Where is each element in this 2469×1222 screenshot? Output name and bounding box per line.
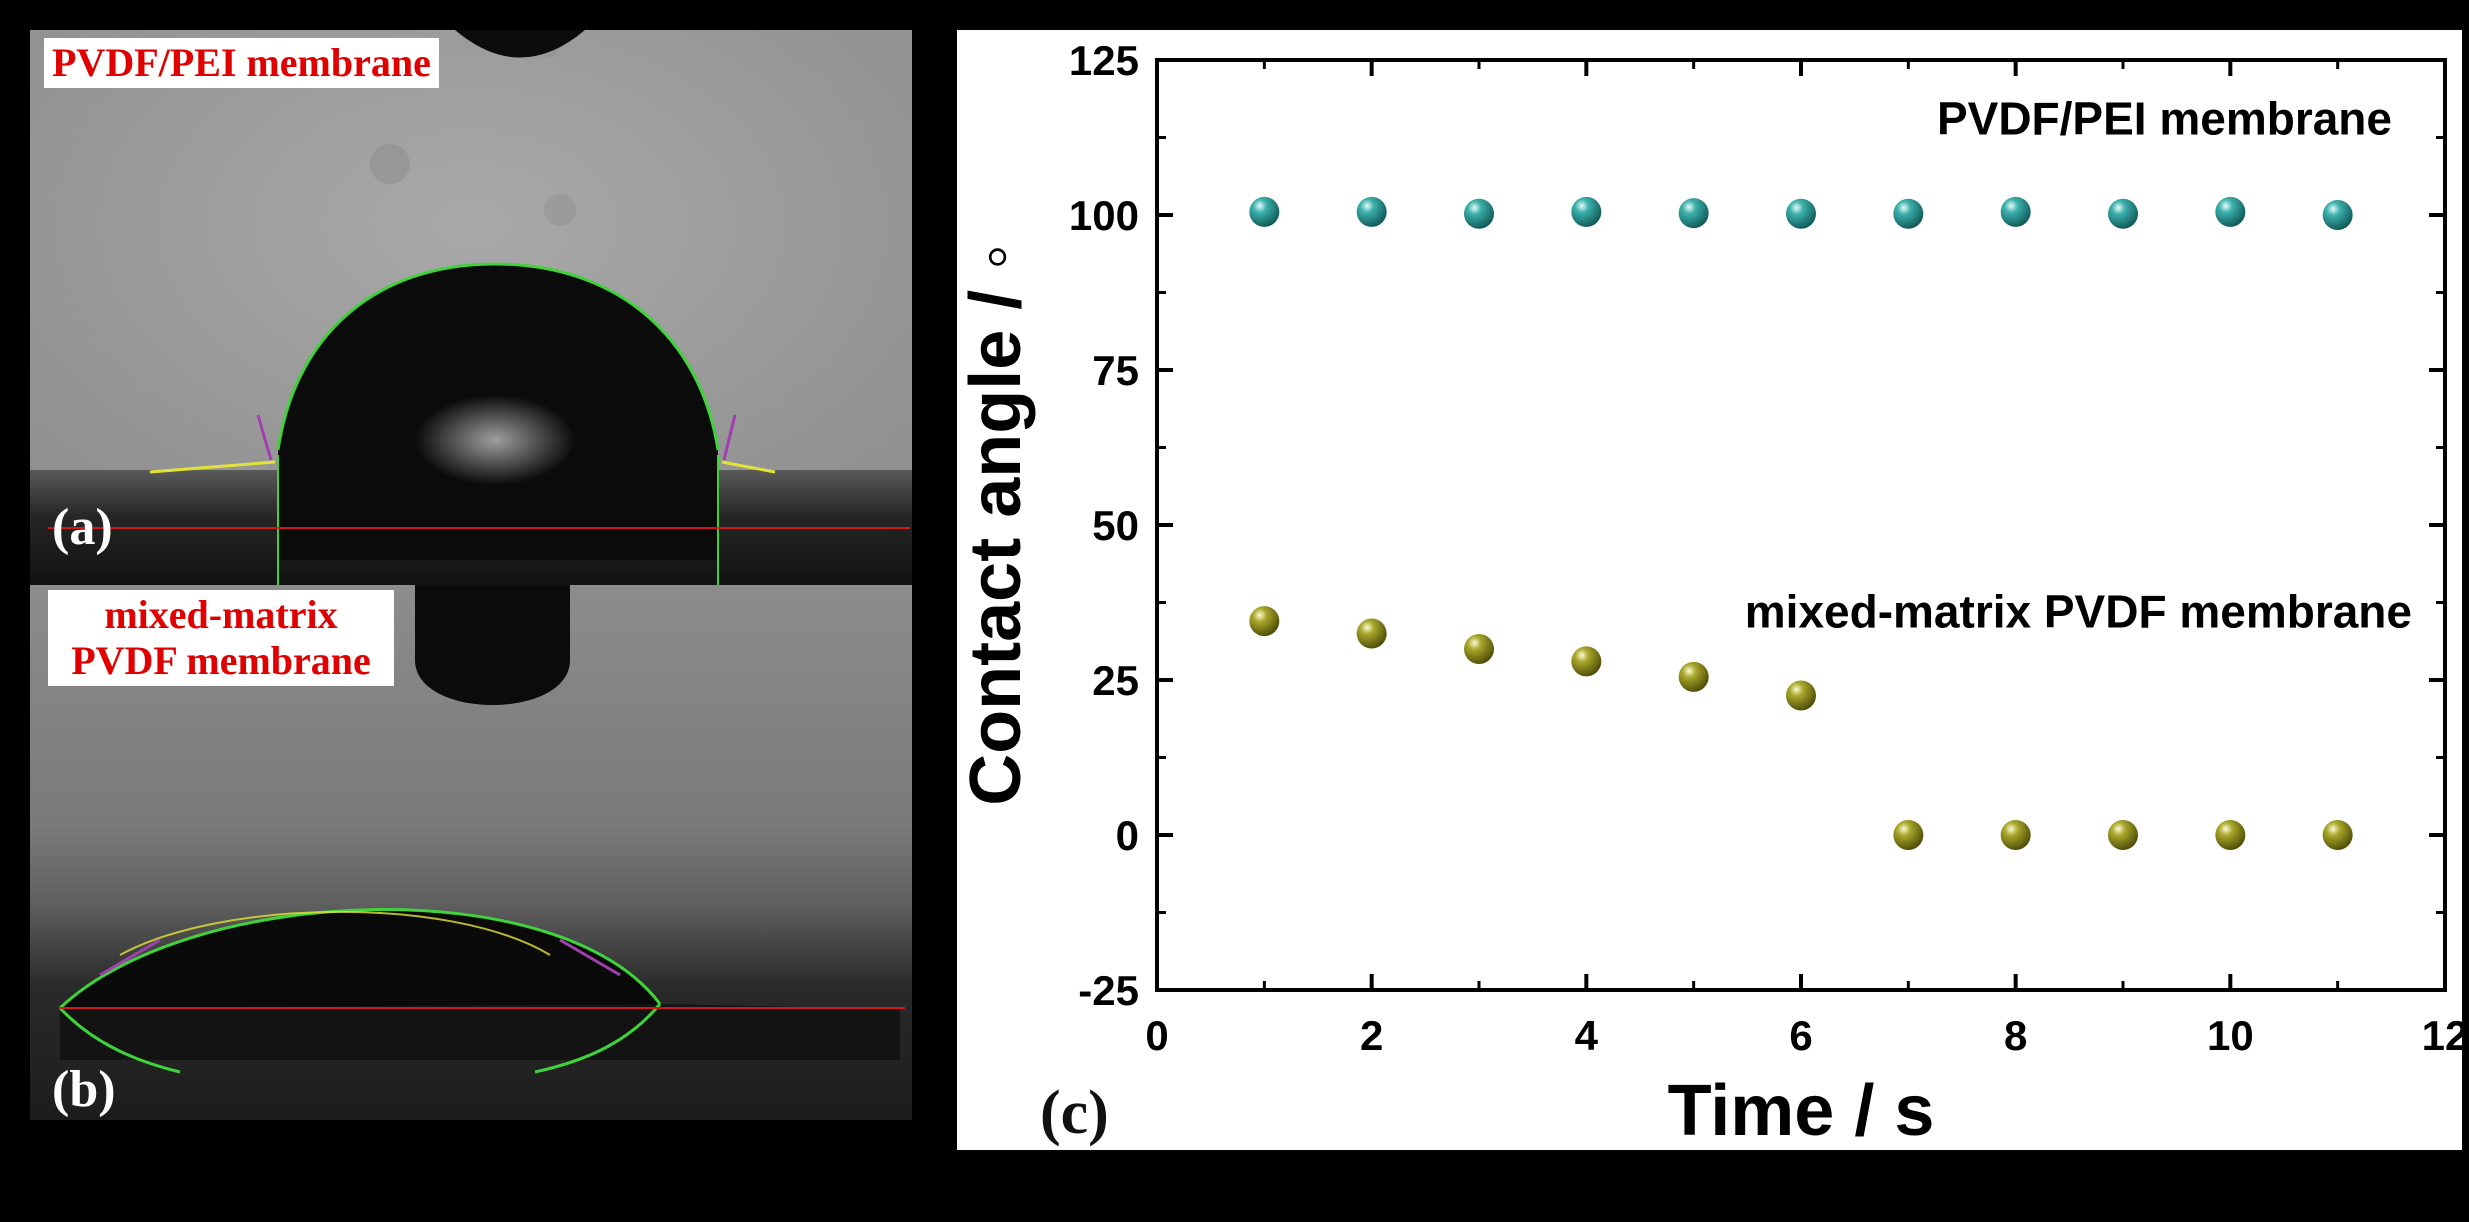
x-tick-label: 8 bbox=[2004, 1012, 2027, 1059]
panel-a-label-box: PVDF/PEI membrane bbox=[44, 38, 439, 88]
series-label-pvdf-pei: PVDF/PEI membrane bbox=[1937, 92, 2392, 144]
data-point-mixed-matrix bbox=[1786, 680, 1816, 711]
data-point-pvdf-pei bbox=[1678, 198, 1709, 229]
panel-a-tag: (a) bbox=[52, 499, 113, 556]
panel-a-photo bbox=[30, 30, 912, 585]
y-tick-label: 50 bbox=[1092, 502, 1139, 549]
data-point-mixed-matrix bbox=[1464, 634, 1494, 664]
x-axis-label: Time / s bbox=[1668, 1071, 1935, 1151]
water-droplet-b bbox=[60, 909, 660, 1008]
x-tick-label: 12 bbox=[2422, 1012, 2469, 1059]
x-tick-label: 4 bbox=[1575, 1012, 1599, 1059]
panel-c-background bbox=[957, 30, 2462, 1150]
data-point-pvdf-pei bbox=[1571, 196, 1602, 227]
data-point-pvdf-pei bbox=[1893, 198, 1924, 229]
data-point-pvdf-pei bbox=[1786, 198, 1816, 229]
data-point-pvdf-pei bbox=[2000, 196, 2031, 227]
needle-tip-a bbox=[455, 30, 585, 58]
panel-a-label: PVDF/PEI membrane bbox=[52, 40, 431, 85]
data-point-pvdf-pei bbox=[1249, 196, 1280, 227]
data-point-pvdf-pei bbox=[2108, 198, 2138, 229]
data-point-pvdf-pei bbox=[1464, 198, 1494, 229]
y-tick-label: 125 bbox=[1069, 37, 1139, 84]
data-point-mixed-matrix bbox=[1249, 606, 1280, 637]
y-tick-label: -25 bbox=[1078, 967, 1139, 1014]
data-point-mixed-matrix bbox=[1678, 661, 1709, 692]
data-point-pvdf-pei bbox=[2322, 200, 2353, 230]
data-point-mixed-matrix bbox=[1571, 646, 1602, 677]
data-point-mixed-matrix bbox=[1893, 820, 1924, 850]
data-point-mixed-matrix bbox=[2215, 820, 2246, 850]
series-label-mixed-matrix: mixed-matrix PVDF membrane bbox=[1745, 585, 2412, 637]
y-tick-label: 25 bbox=[1092, 657, 1139, 704]
panel-b-label-box: mixed-matrix PVDF membrane bbox=[48, 590, 394, 686]
x-tick-label: 6 bbox=[1789, 1012, 1812, 1059]
data-point-mixed-matrix bbox=[2322, 820, 2353, 850]
y-axis-label: Contact angle / ◦ bbox=[956, 244, 1036, 806]
y-tick-label: 0 bbox=[1116, 812, 1139, 859]
x-tick-label: 2 bbox=[1360, 1012, 1383, 1059]
data-point-mixed-matrix bbox=[2108, 820, 2138, 850]
data-point-pvdf-pei bbox=[1356, 196, 1387, 227]
x-tick-label: 0 bbox=[1145, 1012, 1168, 1059]
panel-b-label-line1: mixed-matrix bbox=[104, 592, 338, 637]
y-tick-label: 75 bbox=[1092, 347, 1139, 394]
panel-c-tag: (c) bbox=[1040, 1079, 1109, 1147]
x-tick-label: 10 bbox=[2207, 1012, 2254, 1059]
panel-b-tag: (b) bbox=[52, 1061, 116, 1118]
y-tick-label: 100 bbox=[1069, 192, 1139, 239]
data-point-mixed-matrix bbox=[2000, 820, 2031, 850]
needle-drop-b bbox=[415, 585, 570, 705]
data-point-pvdf-pei bbox=[2215, 196, 2246, 227]
panel-b-label-line2: PVDF membrane bbox=[71, 638, 371, 683]
data-point-mixed-matrix bbox=[1356, 618, 1387, 649]
